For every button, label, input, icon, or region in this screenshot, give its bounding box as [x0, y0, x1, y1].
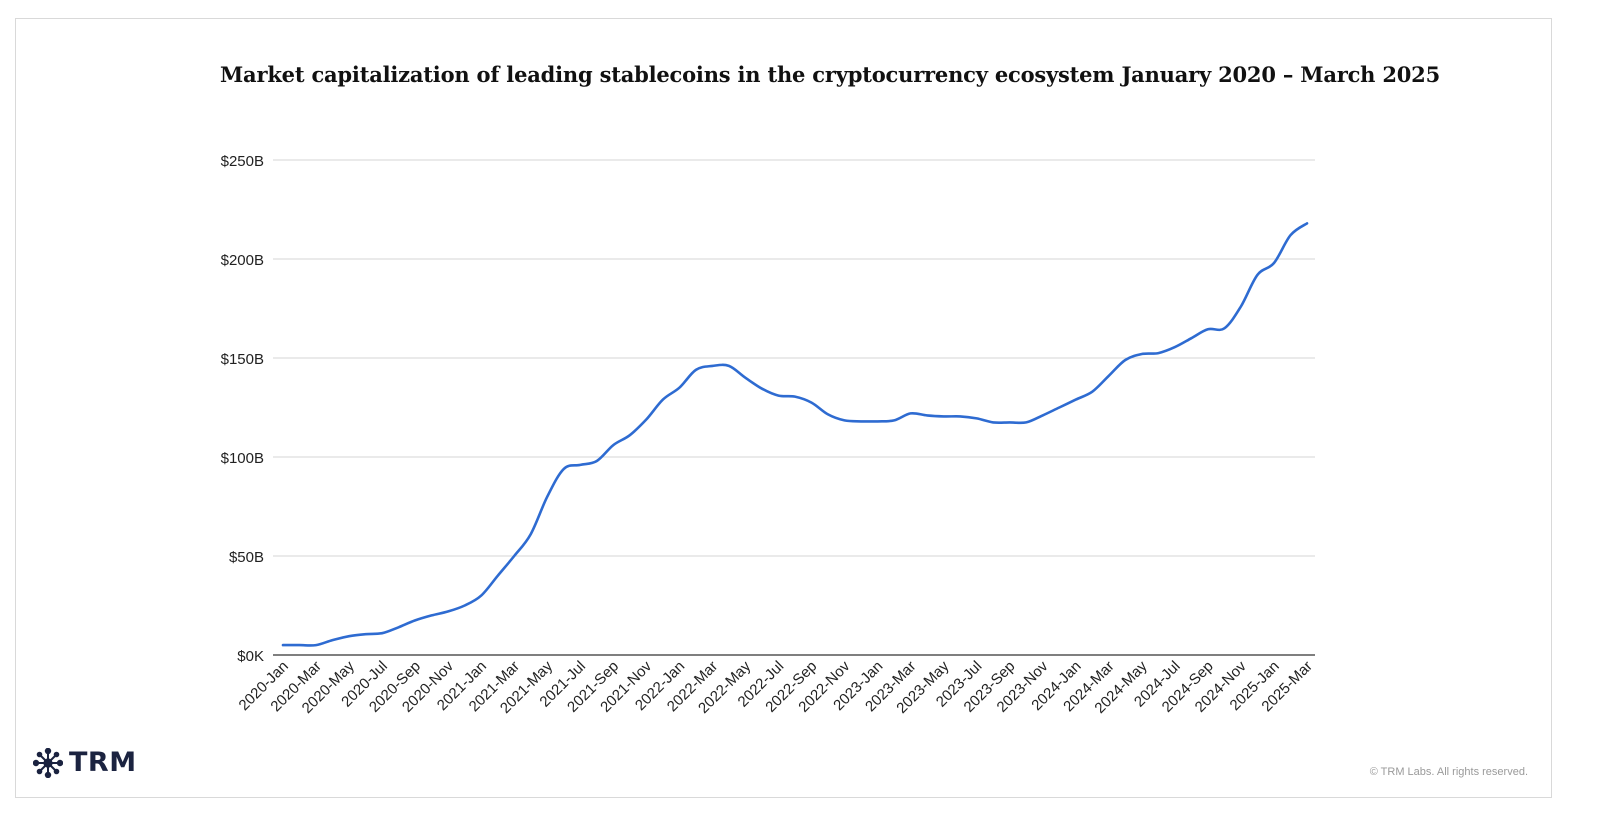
data-point: [1206, 327, 1210, 331]
data-point: [1057, 406, 1061, 410]
data-point: [744, 376, 748, 380]
data-point: [876, 419, 880, 423]
data-point: [446, 609, 450, 613]
data-point: [710, 364, 714, 368]
data-point: [595, 459, 599, 463]
data-point: [1272, 261, 1276, 265]
data-point: [859, 419, 863, 423]
data-point: [347, 634, 351, 638]
data-point: [512, 554, 516, 558]
data-point: [562, 467, 566, 471]
data-point: [810, 401, 814, 405]
data-point: [1107, 374, 1111, 378]
data-point: [1024, 420, 1028, 424]
data-point: [1222, 326, 1226, 330]
data-point: [991, 420, 995, 424]
data-point: [364, 632, 368, 636]
data-point: [397, 625, 401, 629]
y-tick-label: $50B: [229, 549, 264, 566]
data-point: [479, 594, 483, 598]
data-point: [463, 604, 467, 608]
data-point: [826, 412, 830, 416]
data-point: [298, 643, 302, 647]
data-point: [760, 387, 764, 391]
y-tick-label: $250B: [221, 153, 264, 170]
data-point: [975, 416, 979, 420]
data-point: [925, 413, 929, 417]
y-tick-label: $200B: [221, 252, 264, 269]
data-point: [843, 418, 847, 422]
data-point: [1008, 420, 1012, 424]
data-point: [677, 386, 681, 390]
data-point: [909, 411, 913, 415]
data-point: [1305, 221, 1309, 225]
data-point: [281, 643, 285, 647]
data-point: [777, 394, 781, 398]
data-point: [380, 631, 384, 635]
data-point: [793, 395, 797, 399]
data-point: [727, 364, 731, 368]
data-point: [578, 463, 582, 467]
data-point: [1156, 351, 1160, 355]
brand-name: TRM: [69, 747, 137, 778]
data-point: [529, 532, 533, 536]
data-point: [331, 638, 335, 642]
data-point: [545, 495, 549, 499]
data-point: [1041, 413, 1045, 417]
data-point: [1074, 398, 1078, 402]
data-point: [694, 368, 698, 372]
copyright-text: © TRM Labs. All rights reserved.: [1369, 766, 1528, 778]
data-point: [1256, 273, 1260, 277]
network-star-icon: [33, 747, 63, 778]
y-tick-label: $100B: [221, 450, 264, 467]
data-point: [644, 417, 648, 421]
data-point: [1090, 390, 1094, 394]
chart-frame: [15, 18, 1552, 798]
data-point: [430, 613, 434, 617]
series-line: [281, 222, 1309, 647]
y-tick-label: $0K: [237, 648, 264, 665]
data-point: [1239, 305, 1243, 309]
data-point: [496, 574, 500, 578]
y-tick-label: $150B: [221, 351, 264, 368]
data-point: [942, 414, 946, 418]
data-point: [1289, 233, 1293, 237]
data-point: [1189, 336, 1193, 340]
data-point: [413, 618, 417, 622]
data-point: [314, 643, 318, 647]
data-point: [628, 433, 632, 437]
data-point: [661, 398, 665, 402]
data-point: [611, 443, 615, 447]
data-point: [1173, 345, 1177, 349]
trm-logo: TRM: [33, 747, 137, 778]
data-point: [958, 414, 962, 418]
data-point: [1140, 352, 1144, 356]
data-point: [892, 418, 896, 422]
chart-title: Market capitalization of leading stablec…: [220, 62, 1441, 87]
data-point: [1123, 358, 1127, 362]
